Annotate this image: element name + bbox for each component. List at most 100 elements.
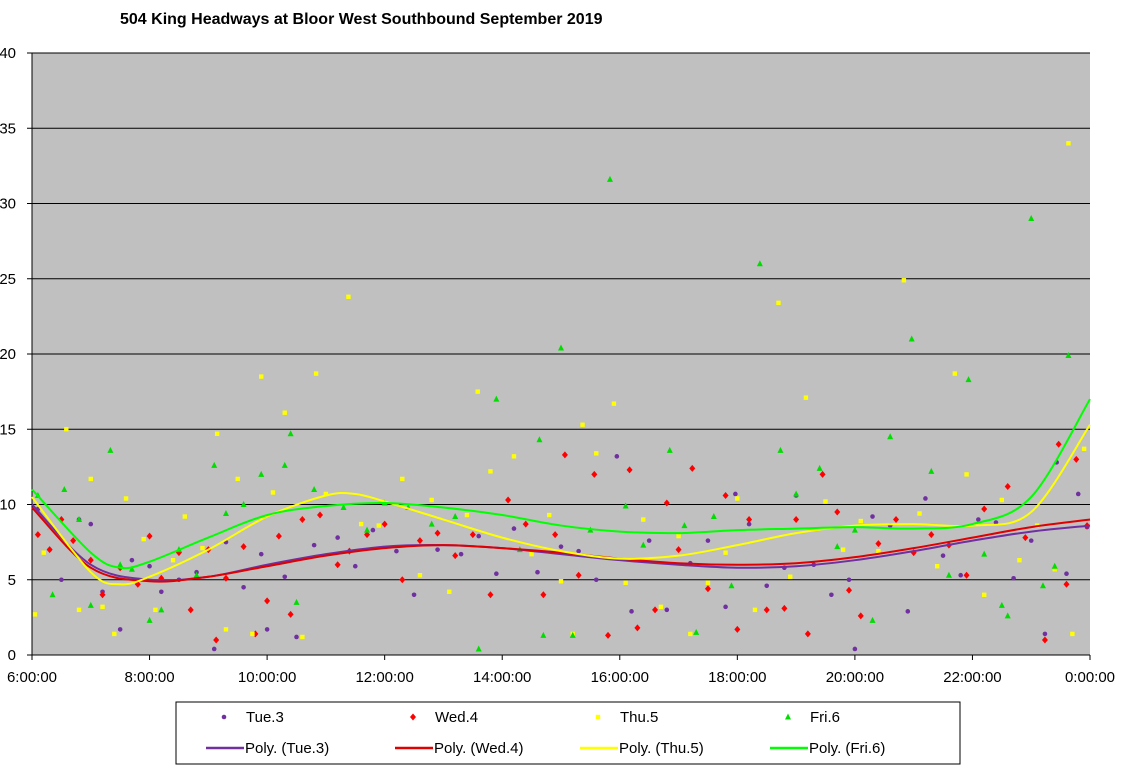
point-thu-5 [735,496,740,501]
point-tue-3 [117,627,123,632]
point-tue-3 [764,583,770,589]
point-fri-6 [965,376,972,383]
point-tue-3 [282,574,288,580]
point-wed-4 [187,606,194,614]
trendline-wed-4 [31,506,1091,583]
point-thu-5 [858,518,863,524]
point-tue-3 [733,491,738,497]
point-wed-4 [381,520,388,528]
point-tue-3 [129,557,135,563]
point-fri-6 [816,464,823,471]
point-thu-5 [676,533,681,539]
point-wed-4 [746,516,753,524]
point-thu-5 [1017,557,1022,563]
y-tick-label: 0 [8,647,16,664]
point-tue-3 [370,527,376,533]
legend-marker-tue-3 [221,714,227,720]
point-wed-4 [963,571,970,579]
point-tue-3 [923,496,928,501]
point-thu-5 [1081,446,1087,452]
point-fri-6 [340,504,347,511]
point-fri-6 [606,175,613,182]
point-wed-4 [334,561,341,569]
trendline-fri-6 [31,398,1091,570]
point-fri-6 [793,490,800,497]
point-tue-3 [829,592,834,598]
legend-trend-label-fri-6: Poly. (Fri.6) [809,740,885,757]
point-tue-3 [476,533,482,539]
x-axis: 6:00:00 8:00:00 10:00:00 12:00:00 14:00:00 16… [7,654,1115,686]
point-wed-4 [875,540,882,548]
point-wed-4 [575,571,582,579]
point-tue-3 [664,607,670,613]
point-tue-3 [311,542,317,548]
point-thu-5 [611,401,617,406]
y-tick-label: 10 [0,497,16,514]
point-fri-6 [558,344,564,351]
point-wed-4 [734,625,741,633]
legend: Tue.3 Poly. (Tue.3) Wed.4 Poly. (Wed.4) Thu.… [175,701,961,765]
point-thu-5 [964,472,969,477]
y-tick-label: 5 [8,572,16,589]
point-wed-4 [469,531,476,539]
point-wed-4 [793,516,800,524]
point-wed-4 [87,556,94,564]
point-thu-5 [170,557,176,563]
point-wed-4 [591,470,598,478]
point-wed-4 [505,496,512,504]
data-points [32,141,1091,652]
point-tue-3 [59,577,64,583]
point-thu-5 [901,278,907,283]
point-fri-6 [87,601,94,608]
point-fri-6 [908,335,915,342]
legend-label-wed-4: Wed.4 [435,709,478,726]
legend-label-tue-3: Tue.3 [246,709,284,726]
point-tue-3 [264,627,270,632]
point-thu-5 [788,574,793,579]
point-thu-5 [547,512,552,518]
x-tick-label: 0:00:00 [1065,669,1115,686]
point-thu-5 [1052,567,1057,572]
legend-label-thu-5: Thu.5 [620,709,658,726]
point-fri-6 [710,513,717,520]
point-thu-5 [999,497,1005,503]
point-tue-3 [352,563,358,569]
point-wed-4 [857,612,864,620]
point-thu-5 [594,451,599,456]
point-fri-6 [540,631,547,638]
point-wed-4 [146,532,153,540]
point-thu-5 [641,517,646,522]
point-wed-4 [1041,636,1048,644]
gridlines [32,52,1090,581]
point-thu-5 [1070,631,1075,637]
point-tue-3 [976,517,981,522]
point-thu-5 [464,512,470,518]
point-thu-5 [558,579,564,584]
point-tue-3 [511,526,517,531]
point-wed-4 [663,499,670,507]
point-wed-4 [213,636,220,644]
point-fri-6 [945,571,952,578]
point-tue-3 [629,609,634,614]
point-thu-5 [182,514,188,519]
point-wed-4 [70,537,77,545]
point-fri-6 [222,510,229,517]
point-tue-3 [852,646,858,652]
point-wed-4 [552,531,559,539]
point-thu-5 [917,511,922,516]
point-fri-6 [146,616,153,623]
point-thu-5 [488,469,493,474]
point-wed-4 [819,470,826,478]
point-thu-5 [447,589,452,594]
point-fri-6 [475,645,482,652]
point-thu-5 [88,476,93,482]
point-fri-6 [287,430,294,437]
point-fri-6 [49,591,56,598]
point-thu-5 [41,550,46,555]
point-wed-4 [364,531,371,539]
point-fri-6 [998,601,1005,608]
point-tue-3 [558,544,564,549]
point-thu-5 [64,427,69,432]
point-thu-5 [705,580,711,585]
